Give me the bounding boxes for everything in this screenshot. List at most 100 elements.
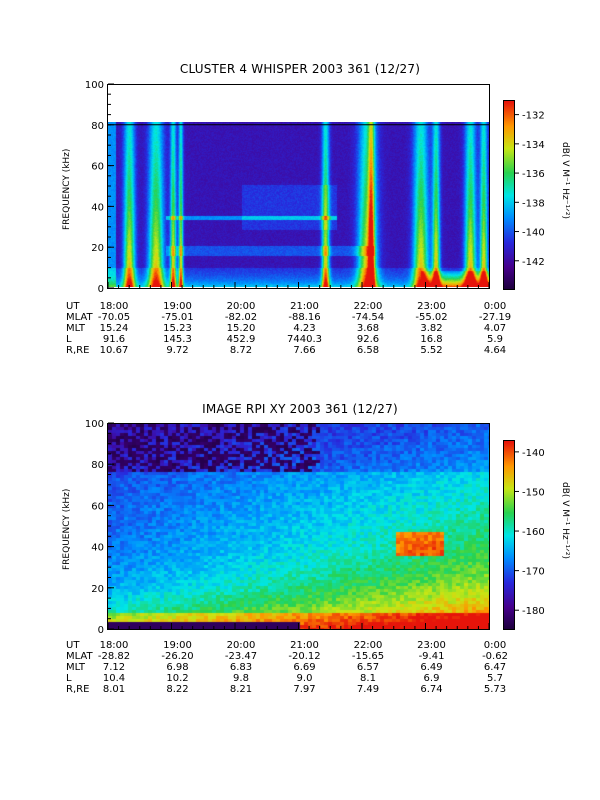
- ephemeris-value: 8.1: [360, 673, 376, 684]
- colorbar-tick-label: -140: [522, 448, 545, 459]
- ephemeris-value: 6.47: [484, 662, 506, 673]
- ephemeris-value: -27.19: [479, 312, 511, 323]
- ephemeris-value: 7.12: [103, 662, 125, 673]
- ephemeris-value: -28.82: [98, 651, 130, 662]
- ytick-label: 60: [91, 501, 104, 512]
- ephemeris-value: 5.52: [420, 345, 442, 356]
- ephemeris-row-label: UT: [66, 301, 80, 312]
- panel2-frame: [107, 423, 490, 630]
- ytick-label: 40: [91, 202, 104, 213]
- ephemeris-value: 20:00: [227, 640, 256, 651]
- colorbar-tick-label: -138: [522, 198, 545, 209]
- ytick-label: 20: [91, 584, 104, 595]
- ephemeris-value: 4.64: [484, 345, 506, 356]
- ephemeris-value: 7440.3: [287, 334, 322, 345]
- ephemeris-value: 18:00: [100, 640, 129, 651]
- ytick-label: 20: [91, 243, 104, 254]
- ephemeris-value: 19:00: [163, 301, 192, 312]
- ephemeris-row-label: R,RE: [66, 684, 89, 695]
- ephemeris-value: 6.9: [424, 673, 440, 684]
- ephemeris-value: 4.23: [293, 323, 315, 334]
- ephemeris-value: 16.8: [420, 334, 442, 345]
- ephemeris-value: -20.12: [288, 651, 320, 662]
- ephemeris-value: 8.01: [103, 684, 125, 695]
- panel1-colorbar: [503, 100, 515, 290]
- ephemeris-value: 145.3: [163, 334, 192, 345]
- ephemeris-value: 6.74: [420, 684, 442, 695]
- ephemeris-value: 6.49: [420, 662, 442, 673]
- ytick-label: 40: [91, 543, 104, 554]
- panel1-spectrogram: [108, 122, 489, 287]
- ephemeris-value: 21:00: [290, 301, 319, 312]
- ephemeris-value: 5.7: [487, 673, 503, 684]
- panel1-frame: [107, 84, 490, 289]
- ephemeris-value: 452.9: [227, 334, 256, 345]
- colorbar-tick-label: -160: [522, 527, 545, 538]
- ephemeris-value: -9.41: [419, 651, 445, 662]
- ephemeris-value: 22:00: [354, 640, 383, 651]
- ephemeris-value: -23.47: [225, 651, 257, 662]
- panel1-title: CLUSTER 4 WHISPER 2003 361 (12/27): [179, 62, 421, 76]
- ytick-label: 80: [91, 121, 104, 132]
- ephemeris-row-label: R,RE: [66, 345, 89, 356]
- ephemeris-value: 10.2: [166, 673, 188, 684]
- panel2-spectrogram: [108, 424, 489, 629]
- ephemeris-row-label: L: [66, 673, 72, 684]
- ephemeris-value: 91.6: [103, 334, 125, 345]
- ephemeris-row-label: L: [66, 334, 72, 345]
- ephemeris-value: 9.8: [233, 673, 249, 684]
- ephemeris-value: -88.16: [288, 312, 320, 323]
- ephemeris-value: -82.02: [225, 312, 257, 323]
- ephemeris-value: 7.97: [293, 684, 315, 695]
- ephemeris-value: 6.98: [166, 662, 188, 673]
- ephemeris-row-label: MLT: [66, 323, 86, 334]
- ephemeris-value: 3.82: [420, 323, 442, 334]
- colorbar-tick-label: -180: [522, 606, 545, 617]
- ephemeris-value: 6.57: [357, 662, 379, 673]
- colorbar-tick-label: -142: [522, 257, 545, 268]
- ephemeris-value: 18:00: [100, 301, 129, 312]
- ytick-label: 100: [85, 419, 104, 430]
- ytick-label: 0: [98, 284, 104, 295]
- ephemeris-value: 9.72: [166, 345, 188, 356]
- ephemeris-value: -75.01: [161, 312, 193, 323]
- ephemeris-value: 3.68: [357, 323, 379, 334]
- ephemeris-value: 23:00: [417, 640, 446, 651]
- ephemeris-value: 5.9: [487, 334, 503, 345]
- ephemeris-value: 92.6: [357, 334, 379, 345]
- ephemeris-value: 7.49: [357, 684, 379, 695]
- ephemeris-value: 21:00: [290, 640, 319, 651]
- ephemeris-value: -26.20: [161, 651, 193, 662]
- ephemeris-value: 15.20: [227, 323, 256, 334]
- ephemeris-value: 15.24: [100, 323, 129, 334]
- ephemeris-value: 22:00: [354, 301, 383, 312]
- panel2-title: IMAGE RPI XY 2003 361 (12/27): [202, 402, 398, 416]
- ephemeris-value: -0.62: [482, 651, 508, 662]
- ephemeris-value: 6.83: [230, 662, 252, 673]
- ephemeris-value: 5.73: [484, 684, 506, 695]
- ephemeris-value: 19:00: [163, 640, 192, 651]
- ephemeris-value: 0:00: [484, 301, 506, 312]
- colorbar-tick-label: -140: [522, 228, 545, 239]
- ytick-label: 0: [98, 625, 104, 636]
- ephemeris-value: 10.67: [100, 345, 129, 356]
- colorbar-tick-label: -134: [522, 140, 545, 151]
- colorbar-tick-label: -132: [522, 111, 545, 122]
- ytick-label: 60: [91, 162, 104, 173]
- ephemeris-value: 6.69: [293, 662, 315, 673]
- ephemeris-row-label: MLAT: [66, 312, 93, 323]
- ephemeris-row-label: UT: [66, 640, 80, 651]
- ephemeris-value: -74.54: [352, 312, 384, 323]
- colorbar-tick-label: -170: [522, 567, 545, 578]
- ephemeris-value: 23:00: [417, 301, 446, 312]
- ephemeris-value: 10.4: [103, 673, 125, 684]
- ephemeris-value: -55.02: [415, 312, 447, 323]
- ephemeris-value: 0:00: [484, 640, 506, 651]
- panel2-colorbar: [503, 440, 515, 630]
- colorbar-tick-label: -150: [522, 487, 545, 498]
- ephemeris-value: 4.07: [484, 323, 506, 334]
- ephemeris-value: 9.0: [297, 673, 313, 684]
- ephemeris-value: 6.58: [357, 345, 379, 356]
- ephemeris-row-label: MLAT: [66, 651, 93, 662]
